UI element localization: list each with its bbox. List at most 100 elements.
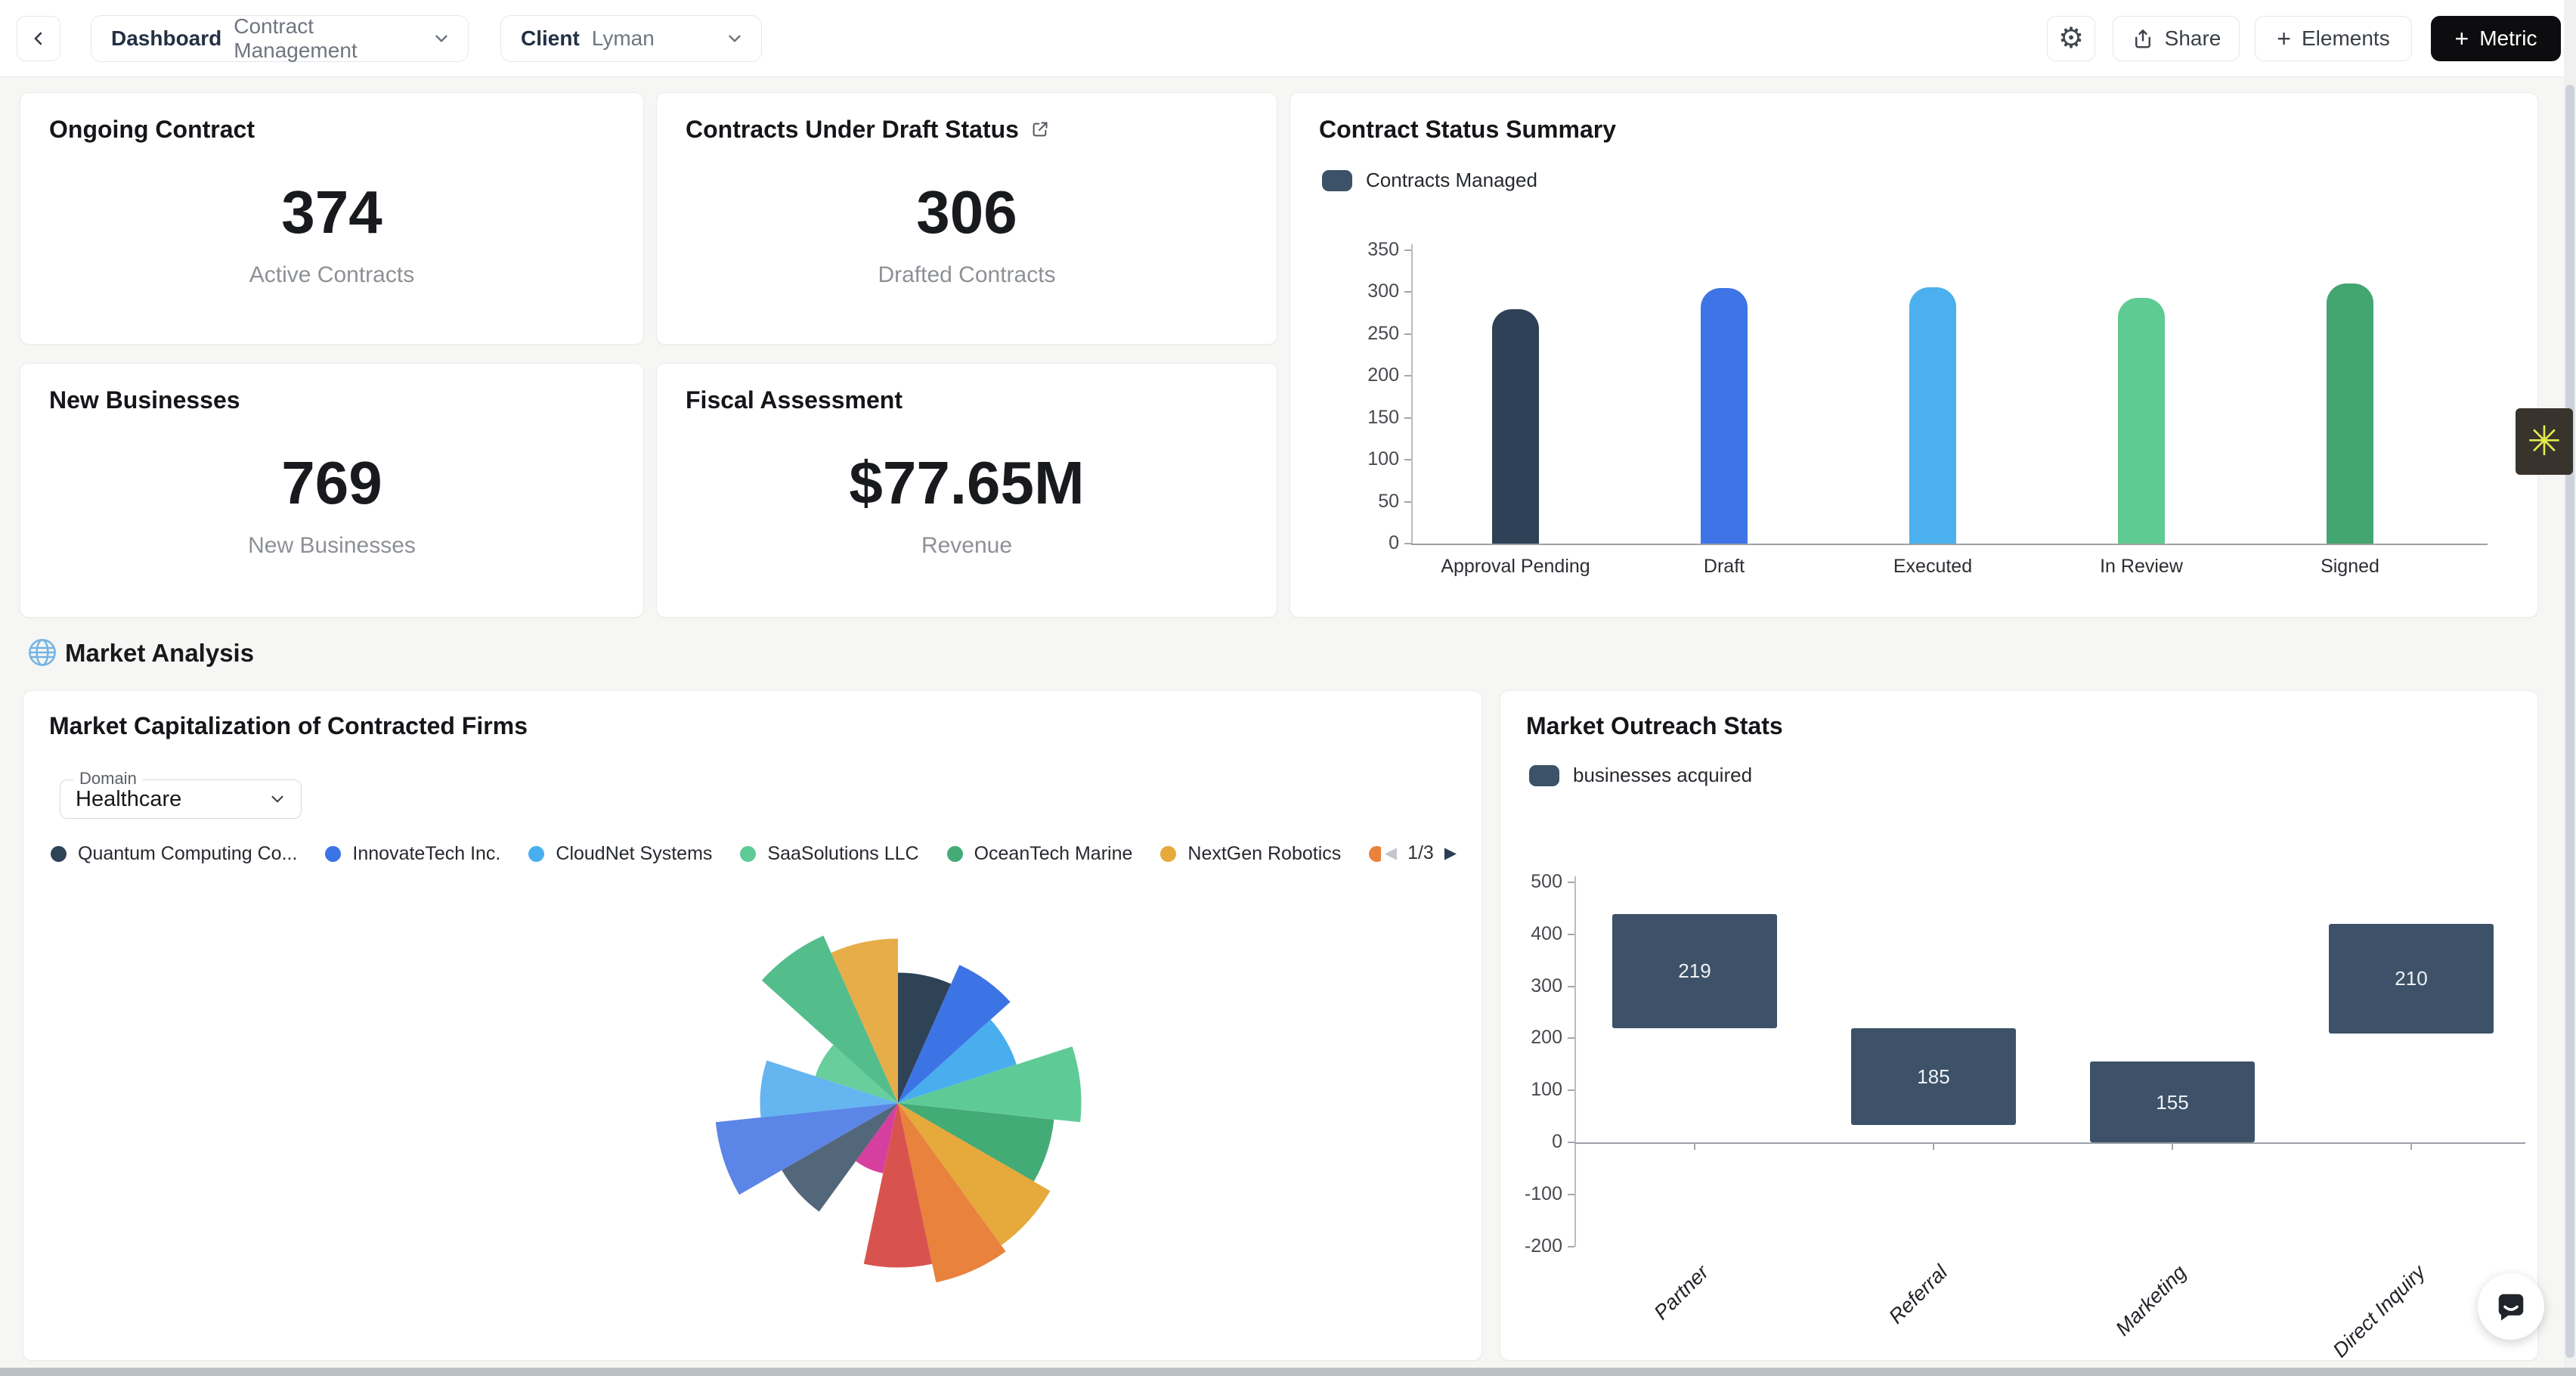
chat-launcher-button[interactable] [2478, 1273, 2544, 1340]
y-axis-label: 350 [1367, 239, 1399, 260]
rose-sector-5 [898, 1103, 1054, 1182]
kpi-caption: Active Contracts [249, 262, 415, 287]
section-title-market-analysis: Market Analysis [65, 639, 255, 667]
spark-widget-badge[interactable]: ✳ [2516, 408, 2573, 475]
rose-sector-9 [856, 1103, 898, 1173]
rose-sector-15 [831, 938, 898, 1103]
legend-item[interactable]: BioHealth Sol [1369, 843, 1381, 865]
y-axis-tick [1404, 543, 1411, 544]
y-axis-label: 400 [1531, 922, 1562, 944]
dashboard-select-value: Contract Management [234, 14, 358, 62]
x-axis-label: Draft [1703, 556, 1745, 577]
elements-button[interactable]: + Elements [2255, 16, 2412, 61]
legend-label: Quantum Computing Co... [78, 842, 298, 864]
bar-value-label: 219 [1678, 959, 1711, 983]
rose-sector-12 [760, 1060, 898, 1118]
legend-dot [1160, 845, 1177, 862]
firm-legend: Quantum Computing Co... InnovateTech Inc.… [51, 841, 1381, 866]
rose-sector-6 [898, 1103, 1051, 1246]
rose-sector-7 [898, 1103, 1006, 1283]
legend-pagination: ◀ 1/3 ▶ [1385, 842, 1457, 864]
bar-value-label: 155 [2156, 1090, 2189, 1114]
card-title: Contracts Under Draft Status [686, 116, 1050, 144]
kpi-caption: New Businesses [248, 533, 416, 558]
kpi-value: 769 [281, 449, 382, 516]
rose-sector-13 [815, 1045, 898, 1103]
metric-button[interactable]: + Metric [2431, 16, 2561, 61]
legend-item-businesses-acquired[interactable]: businesses acquired [1529, 764, 1752, 787]
legend-item[interactable]: InnovateTech Inc. [325, 843, 500, 865]
y-axis-tick [1404, 333, 1411, 335]
bar-draft [1701, 287, 1748, 544]
legend-item-contracts-managed[interactable]: Contracts Managed [1322, 169, 1537, 192]
pager-prev-icon[interactable]: ◀ [1384, 845, 1398, 862]
legend-dot [740, 845, 757, 862]
bar-chart-market-outreach: -200 -100 0 100 200 300 400 500 219 Partner 185 Ref… [1500, 691, 2537, 1360]
settings-button[interactable]: ⚙ [2047, 16, 2095, 61]
legend-item[interactable]: SaaSolutions LLC [740, 843, 919, 865]
y-axis-label: 0 [1552, 1131, 1562, 1152]
y-axis-label: -200 [1524, 1235, 1562, 1257]
card-title: Fiscal Assessment [686, 386, 903, 414]
y-axis-line [1411, 244, 1413, 544]
x-axis-label: Referral [1884, 1260, 1952, 1328]
floating-bar-marketing [2090, 1061, 2255, 1142]
chat-bubble-icon [2491, 1287, 2531, 1326]
x-axis-line [1411, 544, 2488, 545]
vertical-scrollbar-thumb[interactable] [2565, 85, 2574, 1358]
bottom-window-strip [0, 1368, 2576, 1376]
kpi-card-contracts-under-draft: Contracts Under Draft Status 306 Drafted… [656, 92, 1277, 345]
x-axis-label: Signed [2321, 556, 2379, 577]
legend-item[interactable]: CloudNet Systems [528, 843, 712, 865]
legend-dot [1369, 845, 1381, 862]
chart-title: Contract Status Summary [1319, 116, 1616, 143]
x-axis-label: Marketing [2111, 1260, 2191, 1340]
legend-item[interactable]: Quantum Computing Co... [51, 843, 297, 865]
pager-next-icon[interactable]: ▶ [1444, 845, 1457, 862]
chevron-down-icon [432, 29, 451, 48]
card-title: Ongoing Contract [49, 116, 255, 143]
y-axis-tick [1404, 375, 1411, 377]
bar-in-review [2118, 298, 2165, 544]
domain-select-value: Healthcare [76, 786, 182, 811]
asterisk-icon: ✳ [2527, 419, 2562, 464]
y-axis-label: -100 [1524, 1182, 1562, 1204]
kpi-caption: Drafted Contracts [878, 262, 1056, 287]
rose-sector-3 [898, 1019, 1017, 1103]
external-link-icon[interactable] [1029, 119, 1050, 140]
floating-bar-partner [1612, 913, 1777, 1028]
plus-icon: + [2454, 25, 2469, 52]
bar-value-label: 185 [1917, 1065, 1950, 1088]
rose-sector-11 [715, 1103, 898, 1195]
domain-select[interactable]: Healthcare [60, 779, 302, 819]
legend-label: businesses acquired [1573, 764, 1753, 786]
legend-swatch [1529, 764, 1559, 786]
kpi-caption: Revenue [921, 533, 1013, 558]
back-button[interactable] [17, 16, 60, 61]
y-axis-tick [1568, 1142, 1574, 1143]
rose-sector-8 [863, 1103, 933, 1268]
rose-sector-1 [898, 972, 952, 1103]
x-axis-label: Approval Pending [1441, 556, 1590, 577]
rose-chart-market-capitalization [715, 935, 1082, 1283]
legend-dot [528, 845, 545, 862]
legend-item[interactable]: NextGen Robotics [1160, 843, 1341, 865]
vertical-scrollbar-track[interactable] [2564, 0, 2576, 1376]
client-select[interactable]: Client Lyman [500, 15, 762, 62]
contract-status-summary-card: Contract Status Summary Contracts Manage… [1290, 92, 2538, 618]
y-axis-tick [1568, 933, 1574, 935]
kpi-value: 374 [281, 178, 382, 246]
y-axis-label: 50 [1378, 490, 1399, 512]
rose-sector-14 [761, 935, 898, 1103]
domain-select-label: Domain [73, 769, 143, 789]
y-axis-tick [1568, 882, 1574, 883]
share-button[interactable]: Share [2113, 16, 2240, 61]
y-axis-line [1574, 876, 1576, 1247]
x-axis-tick [1933, 1142, 1934, 1150]
y-axis-tick [1404, 459, 1411, 461]
y-axis-tick [1404, 249, 1411, 251]
legend-item[interactable]: OceanTech Marine [946, 843, 1132, 865]
y-axis-tick [1404, 417, 1411, 419]
y-axis-label: 100 [1367, 448, 1399, 470]
dashboard-select[interactable]: Dashboard Contract Management [91, 14, 469, 62]
